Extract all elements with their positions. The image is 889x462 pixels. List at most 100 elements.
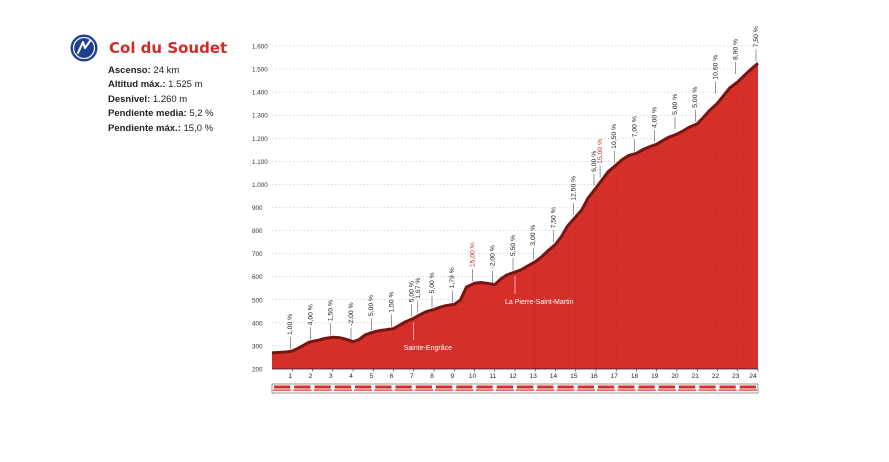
x-tick-label: 18 bbox=[631, 373, 639, 380]
km-bar-segment bbox=[517, 385, 534, 389]
grade-label: 4,00 % bbox=[652, 107, 659, 128]
x-tick-label: 8 bbox=[430, 373, 434, 380]
y-tick-label: 1.300 bbox=[252, 113, 268, 120]
km-bar-underline bbox=[556, 389, 575, 391]
km-bar-segment bbox=[415, 385, 432, 389]
km-bar-underline bbox=[617, 389, 636, 391]
stat-elevation-gain: Desnivel: 1.260 m bbox=[108, 93, 188, 105]
km-bar-underline bbox=[333, 389, 352, 391]
km-bar-segment bbox=[537, 385, 554, 389]
grade-label: 3,00 % bbox=[530, 225, 537, 246]
km-bar-underline bbox=[475, 389, 494, 391]
y-tick-label: 1.400 bbox=[252, 90, 268, 97]
y-tick-label: 300 bbox=[252, 343, 263, 350]
y-tick-label: 200 bbox=[252, 367, 263, 374]
km-bar-underline bbox=[516, 389, 535, 391]
stat-average-grade: Pendiente media: 5,2 % bbox=[108, 108, 214, 120]
stat-ascent: Ascenso: 24 km bbox=[108, 65, 180, 76]
grade-label: 1,79 % bbox=[449, 267, 456, 288]
km-bar-underline bbox=[374, 389, 393, 391]
grade-label: 15,00 % bbox=[597, 139, 604, 164]
y-tick-label: 500 bbox=[252, 297, 263, 304]
km-bar-underline bbox=[657, 389, 676, 391]
x-tick-label: 13 bbox=[530, 373, 538, 380]
km-bar-underline bbox=[718, 389, 737, 391]
climb-stats: Ascenso: 24 km Altitud máx.: 1.525 m Des… bbox=[108, 64, 227, 136]
x-tick-label: 1 bbox=[288, 373, 292, 380]
grade-label: 1,00 % bbox=[287, 314, 294, 335]
km-bar-segment bbox=[618, 385, 635, 389]
x-tick-label: 12 bbox=[509, 373, 517, 380]
km-bar-segment bbox=[334, 385, 351, 389]
x-tick-label: 23 bbox=[732, 373, 740, 380]
grade-label: 5,00 % bbox=[692, 87, 699, 108]
km-bar-segment bbox=[557, 385, 574, 389]
grade-label: 15,00 % bbox=[470, 242, 477, 267]
km-bar-segment bbox=[598, 385, 615, 389]
y-tick-label: 400 bbox=[252, 320, 263, 327]
grade-label: 7,00 % bbox=[632, 116, 639, 137]
title-row: Col du Soudet bbox=[70, 34, 227, 62]
km-bar-segment bbox=[658, 385, 675, 389]
km-bar-segment bbox=[314, 385, 331, 389]
km-bar-segment bbox=[294, 385, 311, 389]
km-bar-underline bbox=[455, 389, 474, 391]
x-tick-label: 9 bbox=[450, 373, 454, 380]
km-bar-underline bbox=[313, 389, 332, 391]
grade-label: 5,00 % bbox=[409, 281, 416, 302]
x-tick-label: 22 bbox=[712, 373, 720, 380]
town-la-pierre-saint-martin: La Pierre-Saint-Martin bbox=[505, 299, 574, 306]
x-tick-label: 7 bbox=[410, 373, 414, 380]
grade-label: 6,00 % bbox=[591, 151, 598, 172]
km-bar-segment bbox=[496, 385, 513, 389]
km-bar-frame bbox=[271, 383, 759, 394]
stat-max-altitude: Altitud máx.: 1.525 m bbox=[108, 79, 203, 91]
grade-label: 5,00 % bbox=[672, 94, 679, 115]
km-bar-segment bbox=[456, 385, 473, 389]
page-title: Col du Soudet bbox=[109, 39, 228, 57]
race-logo-icon bbox=[70, 34, 98, 62]
km-bar-underline bbox=[738, 389, 757, 391]
km-bar-underline bbox=[698, 389, 717, 391]
x-tick-label: 11 bbox=[489, 373, 496, 380]
profile-ridge bbox=[271, 62, 759, 355]
km-bar-underline bbox=[637, 389, 656, 391]
x-tick-label: 20 bbox=[671, 373, 679, 380]
grade-label: 7,50 % bbox=[551, 207, 558, 228]
km-bar-underline bbox=[597, 389, 616, 391]
grade-label: 5,50 % bbox=[510, 235, 517, 256]
km-bar-underline bbox=[536, 389, 555, 391]
grade-label: 8,90 % bbox=[733, 39, 740, 60]
x-tick-label: 4 bbox=[349, 373, 353, 380]
grade-label: -2,00 % bbox=[490, 245, 497, 268]
y-tick-label: 900 bbox=[252, 205, 263, 212]
grade-label: 12,50 % bbox=[571, 176, 578, 201]
km-bar-segment bbox=[375, 385, 392, 389]
y-tick-label: 1.200 bbox=[252, 136, 268, 143]
km-bar-segment bbox=[739, 385, 756, 389]
x-tick-label: 6 bbox=[390, 373, 394, 380]
grade-label: 4,00 % bbox=[308, 304, 315, 325]
grade-label: 5,00 % bbox=[368, 295, 375, 316]
y-tick-label: 800 bbox=[252, 228, 263, 235]
grade-label: 7,50 % bbox=[753, 26, 760, 47]
km-bar-segment bbox=[476, 385, 493, 389]
km-bar-segment bbox=[395, 385, 412, 389]
y-tick-label: 600 bbox=[252, 274, 263, 281]
km-bar-segment bbox=[679, 385, 696, 389]
y-tick-label: 700 bbox=[252, 251, 263, 258]
x-tick-label: 10 bbox=[469, 373, 477, 380]
km-bar-underline bbox=[435, 389, 454, 391]
km-bar-underline bbox=[576, 389, 595, 391]
km-bar-underline bbox=[273, 389, 292, 391]
km-bar-segment bbox=[577, 385, 594, 389]
km-bar-segment bbox=[436, 385, 453, 389]
km-bar-segment bbox=[355, 385, 372, 389]
x-tick-label: 21 bbox=[692, 373, 700, 380]
km-bar-underline bbox=[293, 389, 312, 391]
grade-label: -2,00 % bbox=[348, 302, 355, 325]
km-bar-segment bbox=[638, 385, 655, 389]
x-tick-label: 15 bbox=[570, 373, 578, 380]
grade-label: 1,67 % bbox=[415, 278, 422, 299]
